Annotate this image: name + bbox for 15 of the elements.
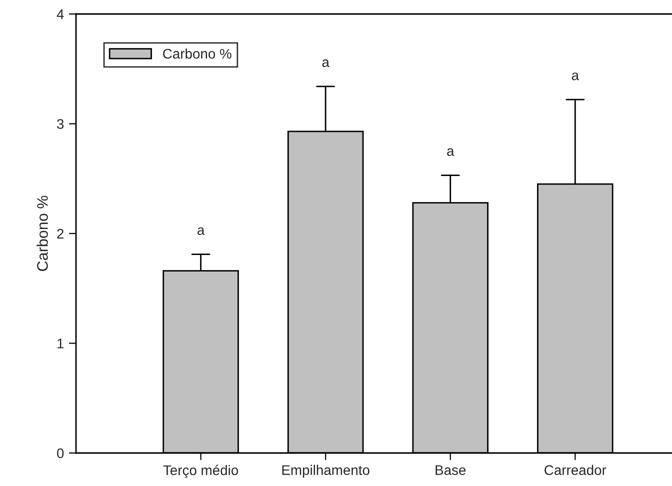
y-axis-title: Carbono % (36, 196, 48, 271)
y-tick-label: 0 (57, 448, 64, 458)
x-tick-label: Base (436, 465, 466, 476)
annotation: a (322, 59, 330, 68)
y-tick-label: 1 (58, 338, 64, 348)
x-tick-label: Terço médio (163, 464, 238, 478)
annotation: a (198, 227, 205, 235)
y-tick-label: 4 (56, 9, 64, 20)
y-tick-label: 3 (57, 119, 64, 129)
legend-label: Carbono % (163, 48, 232, 59)
annotation: a (572, 72, 580, 80)
y-tick-label: 2 (57, 228, 64, 239)
x-tick-label: Empilhamento (282, 464, 370, 478)
annotation: a (447, 148, 454, 156)
x-tick-label: Carreador (544, 464, 606, 476)
